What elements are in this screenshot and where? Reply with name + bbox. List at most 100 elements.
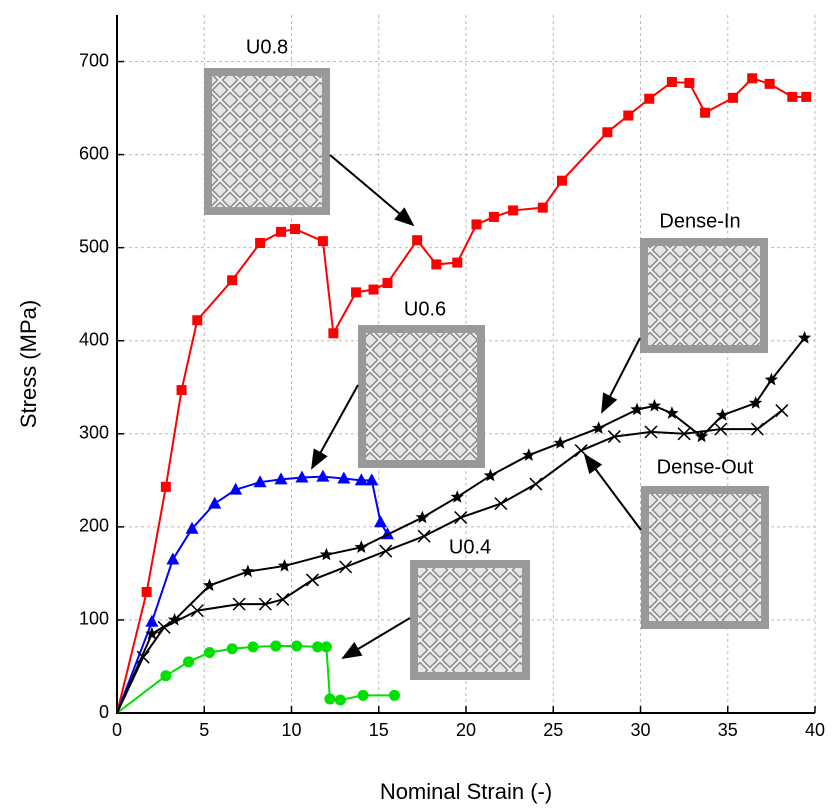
x-tick-label: 25 <box>543 720 563 740</box>
marker <box>417 529 431 543</box>
marker <box>727 92 738 103</box>
marker <box>227 275 238 286</box>
marker <box>160 481 171 492</box>
marker <box>747 73 758 84</box>
marker <box>537 202 548 213</box>
marker <box>185 521 199 534</box>
marker <box>787 91 798 102</box>
marker <box>379 544 393 558</box>
marker <box>644 93 655 104</box>
marker <box>431 259 442 270</box>
x-tick-label: 10 <box>281 720 301 740</box>
marker <box>160 670 172 682</box>
marker <box>556 175 567 186</box>
marker <box>797 330 812 344</box>
marker <box>373 515 387 528</box>
y-tick-label: 100 <box>79 609 109 629</box>
marker <box>508 205 519 216</box>
marker <box>145 614 159 627</box>
series-line <box>116 644 395 714</box>
marker <box>415 510 429 524</box>
annotation-label: Dense-Out <box>657 456 754 478</box>
marker <box>715 408 730 421</box>
annotation-label: Dense-In <box>659 210 740 232</box>
marker <box>176 385 187 396</box>
marker <box>529 477 543 491</box>
marker <box>357 689 369 701</box>
marker <box>553 436 567 449</box>
marker <box>452 257 463 268</box>
marker <box>320 641 332 653</box>
marker <box>714 422 728 436</box>
marker <box>494 497 508 511</box>
marker <box>167 612 182 626</box>
marker <box>203 647 215 659</box>
marker <box>145 626 159 640</box>
insets <box>204 68 769 680</box>
x-tick-label: 40 <box>805 720 825 740</box>
marker <box>317 236 328 247</box>
marker <box>764 78 775 89</box>
marker <box>684 77 695 88</box>
marker <box>775 404 789 418</box>
marker <box>483 468 498 482</box>
marker <box>141 587 152 598</box>
marker <box>368 284 379 295</box>
marker <box>270 640 282 652</box>
marker <box>665 406 679 419</box>
y-axis-title: Stress (MPa) <box>16 300 41 428</box>
marker <box>295 470 309 483</box>
marker <box>450 490 464 503</box>
marker <box>192 315 203 326</box>
series-line <box>116 337 806 714</box>
marker <box>694 429 709 443</box>
marker <box>289 224 300 235</box>
marker <box>647 398 662 412</box>
y-tick-label: 400 <box>79 329 109 349</box>
marker <box>749 396 763 409</box>
y-tick-label: 200 <box>79 516 109 536</box>
marker <box>136 650 150 664</box>
marker <box>488 211 499 222</box>
annotation-label: U0.8 <box>246 36 288 58</box>
marker <box>677 427 691 441</box>
marker <box>226 643 238 655</box>
marker <box>316 469 330 482</box>
marker <box>334 694 346 706</box>
marker <box>337 471 351 484</box>
marker <box>247 641 259 653</box>
marker <box>700 107 711 118</box>
marker <box>276 592 290 606</box>
marker <box>522 448 536 461</box>
marker <box>801 91 812 102</box>
y-tick-label: 700 <box>79 50 109 70</box>
marker <box>365 473 379 486</box>
marker <box>764 372 778 386</box>
marker <box>324 693 336 705</box>
x-axis-title: Nominal Strain (-) <box>380 779 552 804</box>
marker <box>382 278 393 289</box>
x-tick-label: 30 <box>630 720 650 740</box>
y-tick-label: 500 <box>79 236 109 256</box>
marker <box>276 226 287 237</box>
marker <box>644 425 658 439</box>
annotation-label: U0.6 <box>404 298 446 320</box>
marker <box>291 640 303 652</box>
marker <box>157 620 171 634</box>
x-tick-label: 35 <box>718 720 738 740</box>
marker <box>454 511 468 525</box>
marker <box>354 540 368 553</box>
marker <box>202 578 217 592</box>
marker <box>666 77 677 88</box>
marker <box>312 641 324 653</box>
y-tick-label: 0 <box>99 702 109 722</box>
x-tick-label: 5 <box>199 720 209 740</box>
marker <box>592 421 606 434</box>
marker <box>354 473 368 486</box>
marker <box>229 482 243 495</box>
marker <box>351 287 362 298</box>
marker <box>339 560 353 574</box>
x-tick-label: 20 <box>456 720 476 740</box>
marker <box>253 475 267 488</box>
